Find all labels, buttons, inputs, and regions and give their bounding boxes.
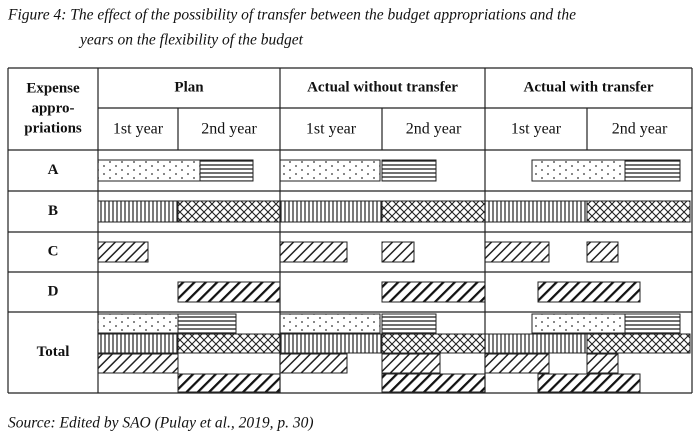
pattern-bar [586, 200, 691, 223]
pattern-bar [279, 333, 383, 354]
pattern-bar [381, 241, 415, 263]
source-note: Source: Edited by SAO (Pulay et al., 201… [8, 415, 313, 432]
pattern-bar [484, 333, 588, 354]
corner-header: Expense [26, 80, 80, 96]
pattern-bar [531, 159, 626, 182]
pattern-bar [177, 281, 281, 303]
pattern-bar [199, 159, 254, 182]
pattern-bar [97, 353, 179, 374]
pattern-bar [97, 313, 179, 334]
pattern-bar [177, 333, 281, 354]
year-header: 2nd year [612, 121, 668, 138]
pattern-bar [177, 373, 281, 393]
year-header: 1st year [113, 121, 164, 138]
corner-header: priations [24, 120, 82, 136]
pattern-bar [177, 200, 281, 223]
pattern-bar [624, 313, 681, 334]
pattern-bar [279, 159, 381, 182]
pattern-bar [177, 313, 237, 334]
pattern-bar [537, 373, 641, 393]
pattern-bar [586, 333, 691, 354]
group-header: Actual with transfer [524, 79, 654, 95]
pattern-bar [97, 200, 179, 223]
pattern-bar [279, 200, 383, 223]
pattern-bar [484, 353, 550, 374]
row-label: C [48, 243, 59, 259]
row-label: D [48, 283, 59, 299]
pattern-bar [97, 333, 179, 354]
caption-line: Figure 4: The effect of the possibility … [7, 7, 576, 24]
pattern-bar [381, 333, 486, 354]
pattern-bar [97, 241, 149, 263]
pattern-bar [537, 281, 641, 303]
group-header: Plan [174, 79, 204, 95]
table: Expense appro-priations Plan Actual without… [7, 67, 693, 394]
caption-line: years on the flexibility of the budget [78, 32, 304, 49]
pattern-bar [624, 159, 681, 182]
pattern-bar [586, 353, 619, 374]
pattern-bar [586, 241, 619, 263]
year-header: 1st year [511, 121, 562, 138]
year-header: 2nd year [406, 121, 462, 138]
pattern-bar [484, 241, 550, 263]
pattern-bar [531, 313, 626, 334]
group-header: Actual without transfer [307, 79, 458, 95]
pattern-bar [381, 200, 486, 223]
pattern-bar [381, 313, 437, 334]
pattern-bar [279, 353, 348, 374]
pattern-bar [484, 200, 588, 223]
pattern-bar [381, 353, 441, 374]
year-header: 1st year [306, 121, 357, 138]
year-header: 2nd year [201, 121, 257, 138]
pattern-bar [279, 313, 381, 334]
pattern-bar [97, 159, 201, 182]
row-label: Total [37, 344, 70, 360]
pattern-bar [381, 281, 486, 303]
row-label: B [48, 203, 58, 219]
pattern-bar [381, 159, 437, 182]
pattern-bar [381, 373, 486, 393]
corner-header: appro- [31, 100, 74, 116]
row-label: A [48, 162, 59, 178]
pattern-bar [279, 241, 348, 263]
